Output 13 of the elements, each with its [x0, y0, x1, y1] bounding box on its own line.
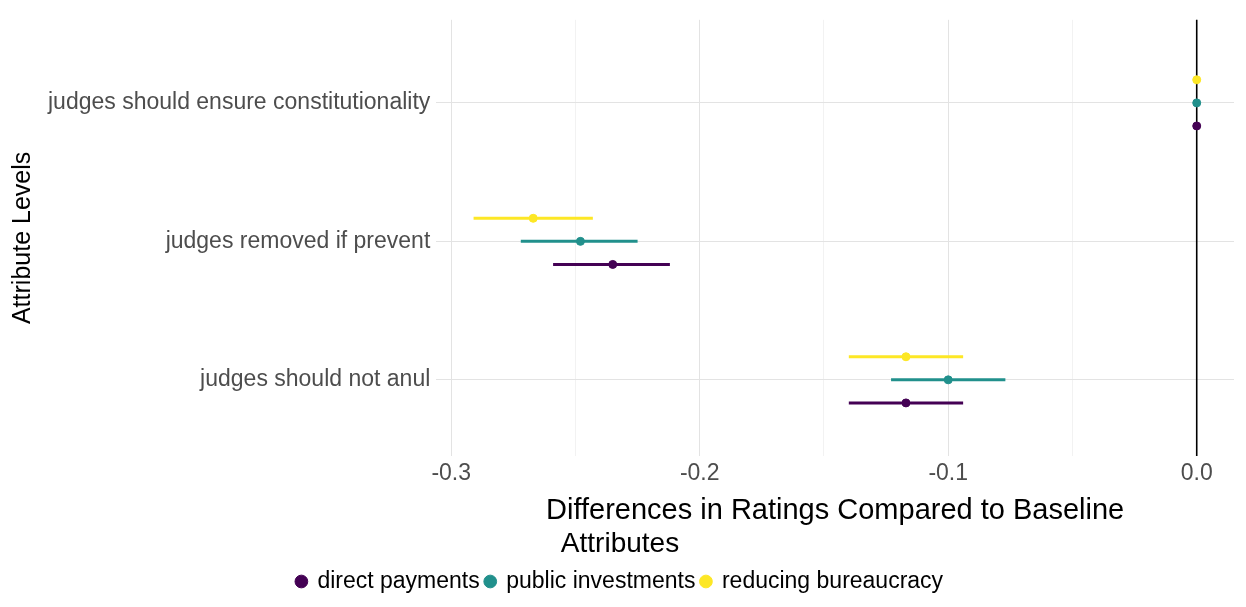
y-axis-title: Attribute Levels — [6, 151, 35, 325]
legend-label: direct payments — [317, 566, 480, 593]
legend-label: reducing bureaucracy — [721, 566, 944, 593]
x-tick-label: -0.1 — [928, 459, 969, 486]
x-tick-label: -0.3 — [431, 459, 472, 486]
y-tick-label: judges should ensure constitutionality — [47, 88, 431, 115]
legend-label: public investments — [506, 566, 696, 593]
y-tick-label: judges removed if prevent — [164, 226, 431, 253]
x-axis-title: Differences in Ratings Compared to Baseline — [546, 493, 1125, 525]
y-tick-label: judges should not anul — [199, 365, 431, 392]
x-tick-label: -0.2 — [679, 459, 720, 486]
x-tick-label: 0.0 — [1180, 459, 1213, 486]
legend-title: Attributes — [560, 527, 680, 559]
